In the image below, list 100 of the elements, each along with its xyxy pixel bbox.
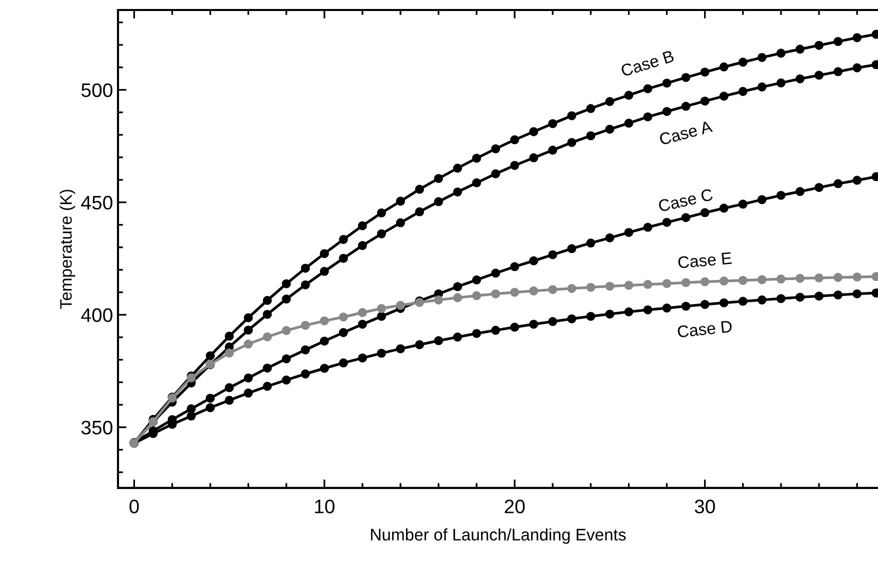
point xyxy=(320,316,329,326)
point xyxy=(700,96,710,106)
point xyxy=(491,326,500,335)
y-axis-title: Temperature (K) xyxy=(60,190,76,309)
point xyxy=(757,295,766,304)
point xyxy=(320,364,329,373)
point xyxy=(719,204,728,213)
point xyxy=(567,244,576,254)
point xyxy=(852,289,862,298)
y-tick-label: 400 xyxy=(81,308,112,322)
point xyxy=(738,200,748,209)
point xyxy=(300,280,310,290)
point xyxy=(244,340,253,349)
point xyxy=(814,292,824,301)
point xyxy=(376,208,386,218)
point xyxy=(491,268,500,278)
point xyxy=(834,290,843,300)
point xyxy=(262,382,272,391)
point xyxy=(358,308,367,318)
point xyxy=(491,289,500,298)
point xyxy=(757,275,766,284)
point xyxy=(510,288,520,297)
point xyxy=(376,348,386,358)
point xyxy=(624,228,634,237)
point xyxy=(681,278,690,288)
point xyxy=(757,195,766,204)
point xyxy=(376,304,386,313)
point xyxy=(738,86,748,96)
y-tick-label: 500 xyxy=(81,83,112,98)
point xyxy=(567,111,576,120)
point xyxy=(605,310,614,319)
point xyxy=(338,358,348,368)
text: Case B xyxy=(620,50,674,77)
point xyxy=(415,207,424,216)
text: Case C xyxy=(658,188,714,212)
point xyxy=(662,304,672,313)
point xyxy=(262,332,272,342)
point xyxy=(338,328,348,338)
point xyxy=(852,63,862,72)
point xyxy=(244,388,253,398)
point xyxy=(624,280,634,290)
point xyxy=(262,296,272,305)
point xyxy=(472,275,482,284)
point xyxy=(662,78,672,88)
point xyxy=(814,273,824,282)
point xyxy=(244,313,253,322)
point xyxy=(662,279,672,288)
point xyxy=(719,62,728,72)
point xyxy=(548,146,558,155)
point xyxy=(852,176,862,185)
point xyxy=(434,174,444,183)
point xyxy=(567,284,576,293)
point xyxy=(206,351,215,360)
point xyxy=(814,182,824,192)
point xyxy=(719,276,728,286)
point xyxy=(776,294,786,304)
point xyxy=(320,336,329,346)
point xyxy=(548,250,558,260)
point xyxy=(719,298,728,308)
point xyxy=(338,234,348,244)
point xyxy=(282,294,291,304)
point xyxy=(282,354,291,364)
point xyxy=(834,179,843,188)
point xyxy=(472,328,482,338)
point xyxy=(338,254,348,263)
y-tick-label: 450 xyxy=(81,196,112,210)
point xyxy=(776,78,786,88)
point xyxy=(567,138,576,148)
point xyxy=(852,272,862,282)
series-label: Case E xyxy=(678,252,732,268)
point xyxy=(376,229,386,238)
point xyxy=(529,127,538,136)
point xyxy=(453,187,462,196)
point xyxy=(358,353,367,362)
point xyxy=(453,332,462,342)
point xyxy=(643,280,652,289)
point xyxy=(834,67,843,76)
point xyxy=(300,345,310,354)
point xyxy=(662,218,672,227)
point xyxy=(224,348,234,358)
point xyxy=(795,44,805,54)
point xyxy=(834,36,843,46)
point xyxy=(472,291,482,300)
point xyxy=(453,282,462,292)
point xyxy=(262,364,272,373)
point xyxy=(643,112,652,122)
point xyxy=(396,218,406,228)
point xyxy=(453,164,462,173)
y-tick-label: 350 xyxy=(81,420,112,434)
point xyxy=(567,314,576,324)
point xyxy=(548,119,558,128)
point xyxy=(681,102,690,111)
point xyxy=(776,190,786,200)
point xyxy=(510,135,520,144)
point xyxy=(396,196,406,206)
point xyxy=(434,295,444,304)
point xyxy=(415,340,424,350)
point xyxy=(206,403,215,412)
point xyxy=(548,317,558,326)
point xyxy=(510,262,520,272)
